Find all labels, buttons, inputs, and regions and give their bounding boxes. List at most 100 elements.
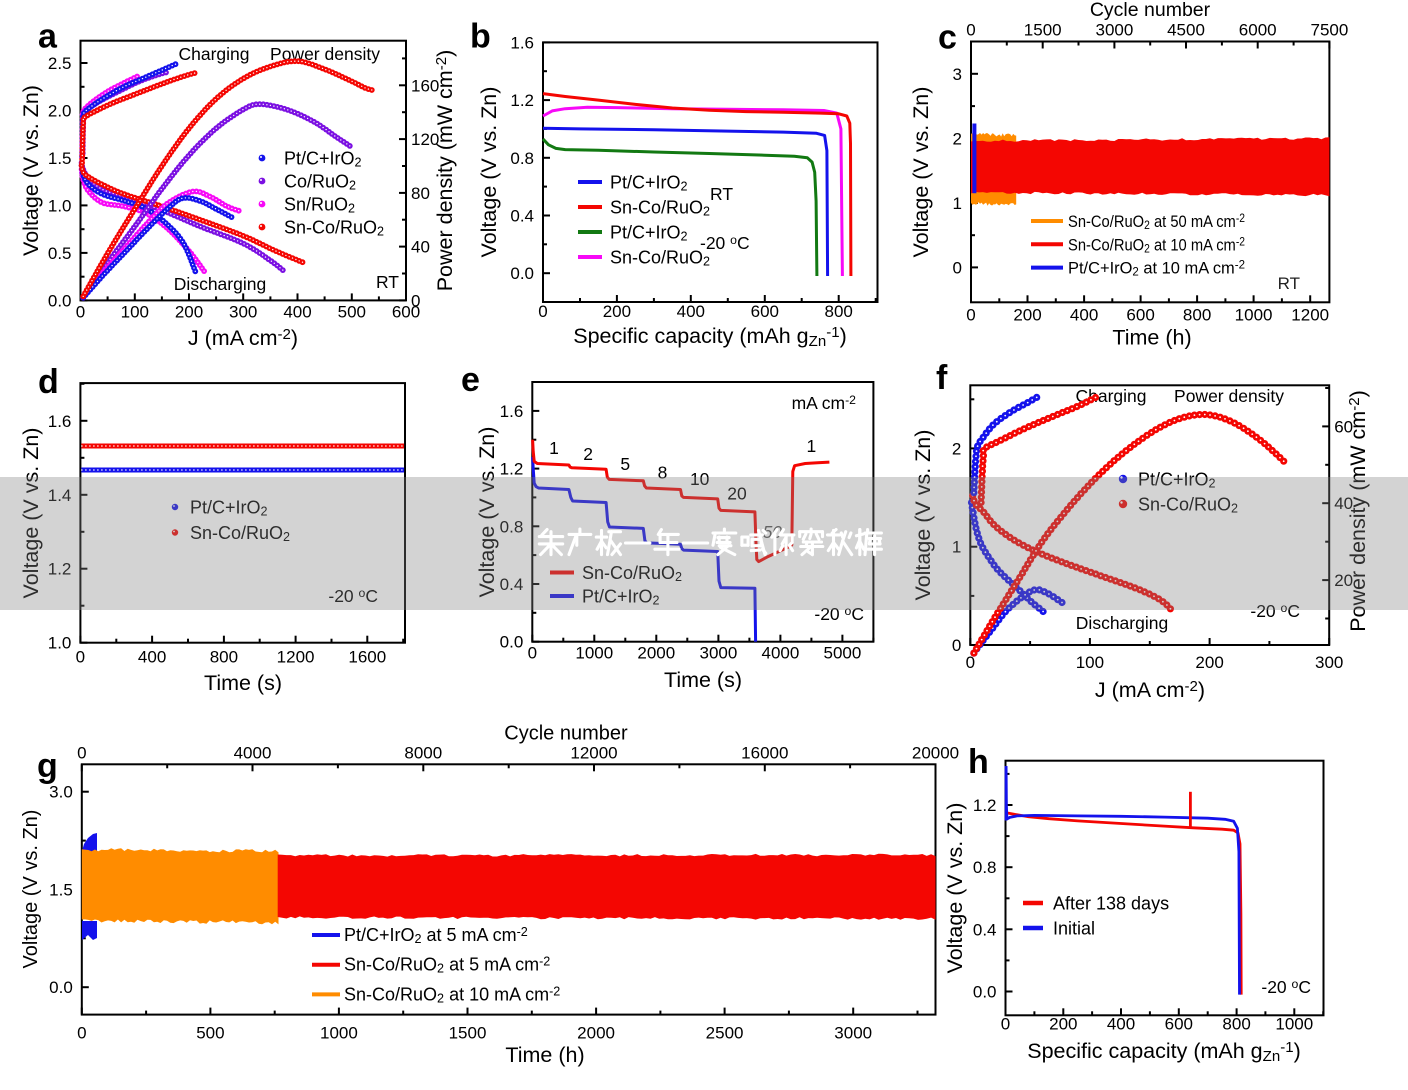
svg-text:0: 0	[411, 291, 420, 310]
svg-text:8: 8	[658, 463, 668, 483]
svg-text:Voltage (V vs. Zn): Voltage (V vs. Zn)	[20, 810, 42, 969]
svg-text:20: 20	[727, 484, 747, 504]
svg-text:J (mA cm-2): J (mA cm-2)	[1095, 678, 1205, 702]
svg-text:0: 0	[77, 1024, 86, 1043]
svg-text:0: 0	[966, 21, 975, 40]
svg-text:-20 oC: -20 oC	[328, 586, 378, 606]
svg-text:h: h	[968, 743, 989, 781]
svg-text:Voltage (V vs. Zn): Voltage (V vs. Zn)	[909, 87, 933, 258]
svg-text:Cycle number: Cycle number	[1090, 0, 1211, 21]
svg-text:Discharging: Discharging	[174, 274, 266, 294]
svg-text:Voltage (V vs. Zn): Voltage (V vs. Zn)	[19, 428, 43, 599]
svg-text:0.0: 0.0	[49, 978, 73, 997]
svg-text:1200: 1200	[1291, 305, 1329, 324]
svg-text:RT: RT	[1278, 274, 1300, 293]
svg-text:Pt/C+IrO2: Pt/C+IrO2	[610, 173, 688, 194]
svg-text:800: 800	[1183, 305, 1211, 324]
svg-text:40: 40	[411, 238, 430, 257]
svg-text:2.5: 2.5	[48, 54, 72, 73]
svg-text:After 138 days: After 138 days	[1053, 894, 1169, 914]
svg-text:RT: RT	[376, 272, 399, 292]
svg-text:g: g	[37, 747, 58, 785]
svg-text:Sn-Co/RuO2: Sn-Co/RuO2	[190, 523, 290, 544]
svg-text:mA cm-2: mA cm-2	[792, 393, 857, 413]
svg-text:16000: 16000	[741, 743, 788, 762]
svg-text:600: 600	[392, 302, 420, 321]
svg-text:Voltage (V vs. Zn): Voltage (V vs. Zn)	[911, 430, 935, 601]
svg-text:1.5: 1.5	[48, 149, 72, 168]
svg-text:a: a	[38, 18, 58, 56]
svg-text:800: 800	[1222, 1014, 1250, 1033]
svg-text:1.2: 1.2	[510, 91, 534, 110]
svg-text:Sn-Co/RuO2 at 10 mA cm-2: Sn-Co/RuO2 at 10 mA cm-2	[1068, 235, 1245, 256]
svg-text:Sn-Co/RuO2: Sn-Co/RuO2	[1138, 495, 1238, 516]
svg-text:Voltage (V vs. Zn): Voltage (V vs. Zn)	[477, 87, 501, 258]
svg-text:1.6: 1.6	[500, 402, 524, 421]
svg-text:J (mA cm-2): J (mA cm-2)	[188, 326, 298, 350]
svg-text:6000: 6000	[1239, 21, 1277, 40]
svg-text:200: 200	[603, 302, 631, 321]
svg-text:Time (s): Time (s)	[664, 668, 742, 692]
svg-text:600: 600	[1126, 305, 1154, 324]
svg-text:2: 2	[953, 129, 962, 148]
svg-text:1000: 1000	[1235, 305, 1273, 324]
svg-text:Sn/RuO2: Sn/RuO2	[284, 195, 355, 216]
svg-text:0: 0	[966, 305, 975, 324]
svg-text:Cycle number: Cycle number	[504, 723, 628, 745]
svg-text:200: 200	[1049, 1014, 1077, 1033]
svg-text:400: 400	[138, 648, 166, 667]
svg-text:Pt/C+IrO2: Pt/C+IrO2	[582, 587, 660, 608]
svg-text:Power density (mW cm-2): Power density (mW cm-2)	[433, 50, 457, 292]
svg-text:1.0: 1.0	[48, 196, 72, 215]
svg-text:7500: 7500	[1310, 21, 1348, 40]
svg-text:600: 600	[1165, 1014, 1193, 1033]
svg-text:20: 20	[1334, 571, 1353, 590]
svg-text:Pt/C+IrO2 at 5 mA cm-2: Pt/C+IrO2 at 5 mA cm-2	[344, 925, 528, 947]
svg-text:0.4: 0.4	[510, 207, 534, 226]
svg-text:Sn-Co/RuO2: Sn-Co/RuO2	[284, 218, 384, 239]
svg-text:120: 120	[411, 130, 439, 149]
svg-text:1: 1	[807, 436, 817, 456]
svg-text:800: 800	[210, 648, 238, 667]
svg-text:0: 0	[966, 653, 975, 672]
svg-text:Pt/C+IrO2: Pt/C+IrO2	[1138, 470, 1216, 491]
svg-text:1.4: 1.4	[48, 486, 72, 505]
svg-text:2: 2	[583, 444, 593, 464]
svg-text:300: 300	[229, 302, 257, 321]
svg-text:0: 0	[952, 636, 961, 655]
svg-text:1.5: 1.5	[49, 881, 73, 900]
svg-text:Initial: Initial	[1053, 919, 1095, 939]
svg-text:3000: 3000	[699, 644, 737, 663]
svg-text:1: 1	[549, 438, 559, 458]
svg-text:3000: 3000	[834, 1024, 872, 1043]
svg-text:b: b	[470, 18, 491, 56]
svg-text:Voltage (V vs. Zn): Voltage (V vs. Zn)	[19, 85, 43, 256]
svg-text:1000: 1000	[1275, 1014, 1313, 1033]
svg-text:400: 400	[677, 302, 705, 321]
svg-text:2000: 2000	[637, 644, 675, 663]
svg-text:0: 0	[1001, 1014, 1010, 1033]
svg-text:1500: 1500	[1024, 21, 1062, 40]
svg-text:4000: 4000	[761, 644, 799, 663]
svg-text:0: 0	[538, 302, 547, 321]
svg-text:-20 oC: -20 oC	[700, 233, 750, 253]
svg-text:0.4: 0.4	[973, 920, 997, 939]
svg-text:8000: 8000	[404, 743, 442, 762]
svg-text:4000: 4000	[234, 743, 272, 762]
svg-text:0: 0	[77, 743, 86, 762]
svg-text:1000: 1000	[320, 1024, 358, 1043]
svg-text:5000: 5000	[823, 644, 861, 663]
svg-text:400: 400	[283, 302, 311, 321]
svg-text:Power density: Power density	[1174, 386, 1284, 406]
svg-text:Specific capacity (mAh gZn-1): Specific capacity (mAh gZn-1)	[573, 324, 847, 350]
svg-text:1.2: 1.2	[500, 460, 524, 479]
svg-text:40: 40	[1334, 494, 1353, 513]
svg-text:2500: 2500	[706, 1024, 744, 1043]
svg-text:Sn-Co/RuO2: Sn-Co/RuO2	[610, 248, 710, 269]
svg-text:Sn-Co/RuO2 at 5 mA cm-2: Sn-Co/RuO2 at 5 mA cm-2	[344, 955, 550, 977]
svg-text:0.0: 0.0	[510, 264, 534, 283]
svg-text:10: 10	[690, 469, 710, 489]
svg-text:60: 60	[1334, 417, 1353, 436]
svg-text:500: 500	[196, 1024, 224, 1043]
svg-text:0: 0	[953, 258, 962, 277]
